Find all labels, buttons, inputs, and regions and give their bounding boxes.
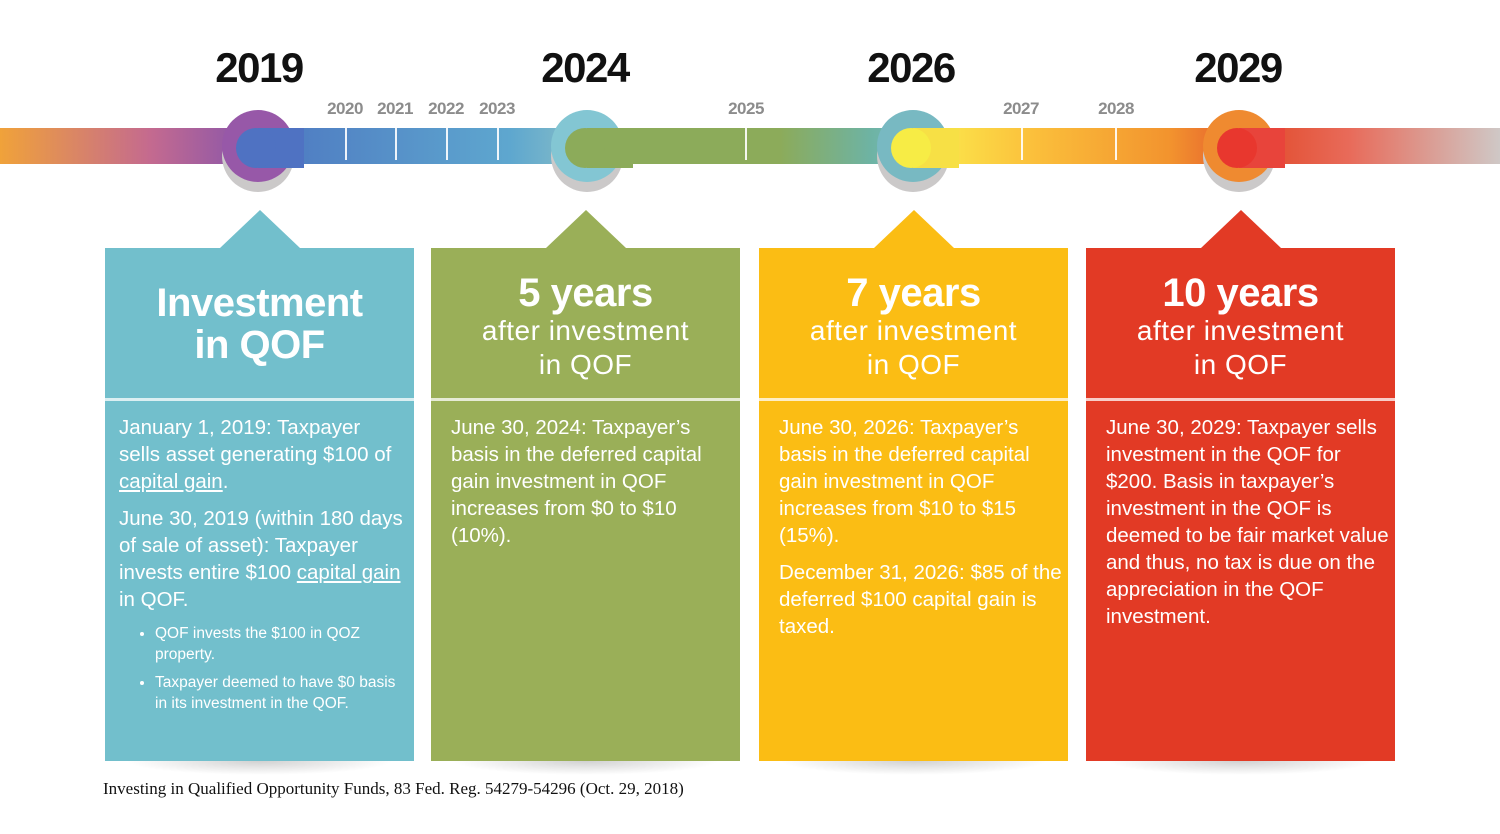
card-body: June 30, 2024: Taxpayer’s basis in the d… <box>451 414 736 559</box>
card-bullet: QOF invests the $100 in QOZ property. <box>155 623 404 665</box>
minor-year-label: 2020 <box>327 99 363 118</box>
minor-year-label: 2027 <box>1003 99 1039 118</box>
card-7-years: 7 years after investment in QOF June 30,… <box>759 210 1068 775</box>
card-pointer <box>545 210 626 248</box>
card-paragraph: June 30, 2026: Taxpayer’s basis in the d… <box>779 416 1030 547</box>
card-pointer <box>1200 210 1281 248</box>
milestone-marker-2019 <box>222 110 304 182</box>
card-subtitle: after investment <box>481 315 690 346</box>
minor-year-label: 2021 <box>377 99 413 118</box>
card-title: 10 years <box>1162 271 1319 315</box>
card-divider <box>431 398 740 401</box>
timeline-tick <box>395 128 397 160</box>
major-year-label: 2029 <box>1194 44 1283 91</box>
card-5-years: 5 years after investment in QOF June 30,… <box>431 210 740 775</box>
timeline-tick <box>745 128 747 160</box>
timeline-tick <box>1115 128 1117 160</box>
major-year-label: 2024 <box>541 44 630 91</box>
milestone-marker-2024 <box>551 110 633 182</box>
timeline-tick <box>446 128 448 160</box>
card-paragraph: December 31, 2026: $85 of the deferred $… <box>779 561 1062 638</box>
card-header: 10 years after investment in QOF <box>1086 248 1395 398</box>
card-divider <box>759 398 1068 401</box>
card-pointer <box>219 210 300 248</box>
card-10-years: 10 years after investment in QOF June 30… <box>1086 210 1395 775</box>
card-paragraph: June 30, 2024: Taxpayer’s basis in the d… <box>451 416 702 547</box>
card-body: June 30, 2029: Taxpayer sells investment… <box>1106 414 1391 640</box>
milestone-marker-2029 <box>1203 110 1285 182</box>
card-bullet: Taxpayer deemed to have $0 basis in its … <box>155 672 404 714</box>
card-divider <box>105 398 414 401</box>
card-subtitle: in QOF <box>1193 349 1288 380</box>
card-subtitle: after investment <box>809 315 1018 346</box>
capital-gain-link[interactable]: capital gain <box>119 470 223 493</box>
card-bullet-list: QOF invests the $100 in QOZ property. Ta… <box>119 623 404 714</box>
card-subtitle: in QOF <box>538 349 633 380</box>
card-subtitle: in QOF <box>866 349 961 380</box>
card-body: January 1, 2019: Taxpayer sells asset ge… <box>119 414 404 721</box>
card-pointer <box>873 210 954 248</box>
major-year-label: 2026 <box>867 44 956 91</box>
source-footnote: Investing in Qualified Opportunity Funds… <box>103 779 684 798</box>
card-investment: Investment in QOF January 1, 2019: Taxpa… <box>105 210 414 775</box>
card-paragraph: June 30, 2019 (within 180 days of sale o… <box>119 507 403 611</box>
milestone-marker-2026 <box>877 110 959 182</box>
capital-gain-link[interactable]: capital gain <box>296 561 401 584</box>
card-body: June 30, 2026: Taxpayer’s basis in the d… <box>779 414 1064 650</box>
card-subtitle: after investment <box>1136 315 1345 346</box>
card-header: Investment in QOF <box>105 248 414 398</box>
card-header: 5 years after investment in QOF <box>431 248 740 398</box>
card-header: 7 years after investment in QOF <box>759 248 1068 398</box>
card-title: 5 years <box>518 271 653 315</box>
card-title: Investment in QOF <box>156 281 363 367</box>
card-divider <box>1086 398 1395 401</box>
timeline-tick <box>497 128 499 160</box>
minor-year-label: 2022 <box>428 99 464 118</box>
minor-year-label: 2028 <box>1098 99 1134 118</box>
card-paragraph: January 1, 2019: Taxpayer sells asset ge… <box>119 416 392 493</box>
timeline-tick <box>345 128 347 160</box>
major-year-label: 2019 <box>215 44 304 91</box>
card-paragraph: June 30, 2029: Taxpayer sells investment… <box>1106 416 1389 628</box>
minor-year-label: 2025 <box>728 99 764 118</box>
card-title: 7 years <box>846 271 981 315</box>
timeline-tick <box>1021 128 1023 160</box>
minor-year-label: 2023 <box>479 99 515 118</box>
